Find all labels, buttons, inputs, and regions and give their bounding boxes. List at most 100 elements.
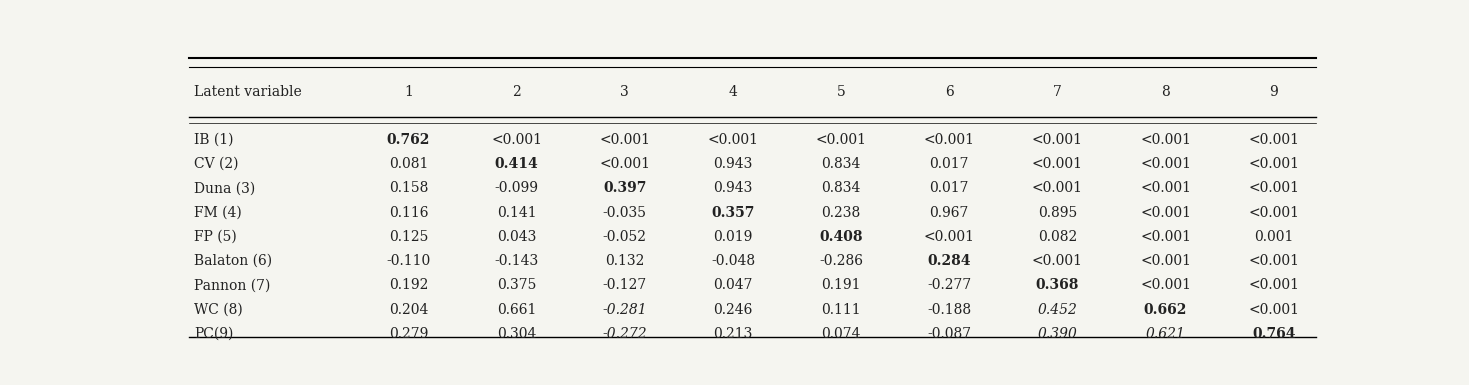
Text: 0.943: 0.943 <box>714 181 752 195</box>
Text: 0.895: 0.895 <box>1037 206 1077 219</box>
Text: -0.277: -0.277 <box>927 278 971 293</box>
Text: 0.111: 0.111 <box>821 303 861 317</box>
Text: <0.001: <0.001 <box>1140 278 1191 293</box>
Text: 8: 8 <box>1161 85 1169 99</box>
Text: <0.001: <0.001 <box>924 132 975 147</box>
Text: 0.001: 0.001 <box>1255 230 1293 244</box>
Text: -0.048: -0.048 <box>711 254 755 268</box>
Text: <0.001: <0.001 <box>1031 157 1083 171</box>
Text: CV (2): CV (2) <box>194 157 238 171</box>
Text: -0.272: -0.272 <box>602 327 648 341</box>
Text: -0.087: -0.087 <box>927 327 971 341</box>
Text: 0.368: 0.368 <box>1036 278 1080 293</box>
Text: 0.204: 0.204 <box>389 303 427 317</box>
Text: <0.001: <0.001 <box>1031 132 1083 147</box>
Text: 0.284: 0.284 <box>927 254 971 268</box>
Text: <0.001: <0.001 <box>599 157 651 171</box>
Text: <0.001: <0.001 <box>708 132 758 147</box>
Text: PC(9): PC(9) <box>194 327 234 341</box>
Text: <0.001: <0.001 <box>1249 206 1299 219</box>
Text: Latent variable: Latent variable <box>194 85 301 99</box>
Text: -0.286: -0.286 <box>820 254 864 268</box>
Text: 0.662: 0.662 <box>1144 303 1187 317</box>
Text: <0.001: <0.001 <box>924 230 975 244</box>
Text: 0.238: 0.238 <box>821 206 861 219</box>
Text: 0.834: 0.834 <box>821 181 861 195</box>
Text: 0.375: 0.375 <box>497 278 536 293</box>
Text: <0.001: <0.001 <box>1031 181 1083 195</box>
Text: 0.764: 0.764 <box>1252 327 1296 341</box>
Text: <0.001: <0.001 <box>599 132 651 147</box>
Text: 0.390: 0.390 <box>1037 327 1077 341</box>
Text: 0.943: 0.943 <box>714 157 752 171</box>
Text: <0.001: <0.001 <box>1140 230 1191 244</box>
Text: Pannon (7): Pannon (7) <box>194 278 270 293</box>
Text: 9: 9 <box>1269 85 1278 99</box>
Text: 0.213: 0.213 <box>714 327 752 341</box>
Text: 0.967: 0.967 <box>930 206 970 219</box>
Text: 0.414: 0.414 <box>495 157 539 171</box>
Text: <0.001: <0.001 <box>1249 303 1299 317</box>
Text: <0.001: <0.001 <box>1140 132 1191 147</box>
Text: 0.141: 0.141 <box>497 206 536 219</box>
Text: 4: 4 <box>729 85 737 99</box>
Text: -0.143: -0.143 <box>495 254 539 268</box>
Text: 0.017: 0.017 <box>930 157 970 171</box>
Text: 0.621: 0.621 <box>1146 327 1185 341</box>
Text: 0.661: 0.661 <box>497 303 536 317</box>
Text: 5: 5 <box>837 85 846 99</box>
Text: 0.357: 0.357 <box>711 206 755 219</box>
Text: FM (4): FM (4) <box>194 206 241 219</box>
Text: 2: 2 <box>513 85 521 99</box>
Text: <0.001: <0.001 <box>1140 206 1191 219</box>
Text: 0.116: 0.116 <box>389 206 429 219</box>
Text: 0.304: 0.304 <box>497 327 536 341</box>
Text: <0.001: <0.001 <box>1249 254 1299 268</box>
Text: 0.246: 0.246 <box>714 303 752 317</box>
Text: FP (5): FP (5) <box>194 230 237 244</box>
Text: 0.081: 0.081 <box>389 157 427 171</box>
Text: -0.281: -0.281 <box>602 303 648 317</box>
Text: <0.001: <0.001 <box>1140 157 1191 171</box>
Text: 0.279: 0.279 <box>389 327 427 341</box>
Text: 0.125: 0.125 <box>389 230 427 244</box>
Text: <0.001: <0.001 <box>1249 157 1299 171</box>
Text: -0.110: -0.110 <box>386 254 430 268</box>
Text: 0.191: 0.191 <box>821 278 861 293</box>
Text: -0.188: -0.188 <box>927 303 971 317</box>
Text: 6: 6 <box>945 85 953 99</box>
Text: -0.127: -0.127 <box>602 278 646 293</box>
Text: 0.019: 0.019 <box>714 230 752 244</box>
Text: -0.035: -0.035 <box>602 206 646 219</box>
Text: -0.099: -0.099 <box>495 181 539 195</box>
Text: <0.001: <0.001 <box>1249 181 1299 195</box>
Text: <0.001: <0.001 <box>1249 132 1299 147</box>
Text: Duna (3): Duna (3) <box>194 181 256 195</box>
Text: <0.001: <0.001 <box>491 132 542 147</box>
Text: 0.082: 0.082 <box>1037 230 1077 244</box>
Text: 1: 1 <box>404 85 413 99</box>
Text: IB (1): IB (1) <box>194 132 234 147</box>
Text: <0.001: <0.001 <box>1031 254 1083 268</box>
Text: 0.043: 0.043 <box>497 230 536 244</box>
Text: Balaton (6): Balaton (6) <box>194 254 272 268</box>
Text: 0.047: 0.047 <box>712 278 752 293</box>
Text: 0.408: 0.408 <box>820 230 862 244</box>
Text: 0.132: 0.132 <box>605 254 645 268</box>
Text: 0.158: 0.158 <box>389 181 427 195</box>
Text: 0.074: 0.074 <box>821 327 861 341</box>
Text: WC (8): WC (8) <box>194 303 242 317</box>
Text: 0.397: 0.397 <box>604 181 646 195</box>
Text: <0.001: <0.001 <box>1249 278 1299 293</box>
Text: -0.052: -0.052 <box>602 230 646 244</box>
Text: <0.001: <0.001 <box>1140 181 1191 195</box>
Text: <0.001: <0.001 <box>1140 254 1191 268</box>
Text: 7: 7 <box>1053 85 1062 99</box>
Text: <0.001: <0.001 <box>815 132 867 147</box>
Text: 3: 3 <box>620 85 629 99</box>
Text: 0.017: 0.017 <box>930 181 970 195</box>
Text: 0.192: 0.192 <box>389 278 427 293</box>
Text: 0.452: 0.452 <box>1037 303 1077 317</box>
Text: 0.762: 0.762 <box>386 132 430 147</box>
Text: 0.834: 0.834 <box>821 157 861 171</box>
